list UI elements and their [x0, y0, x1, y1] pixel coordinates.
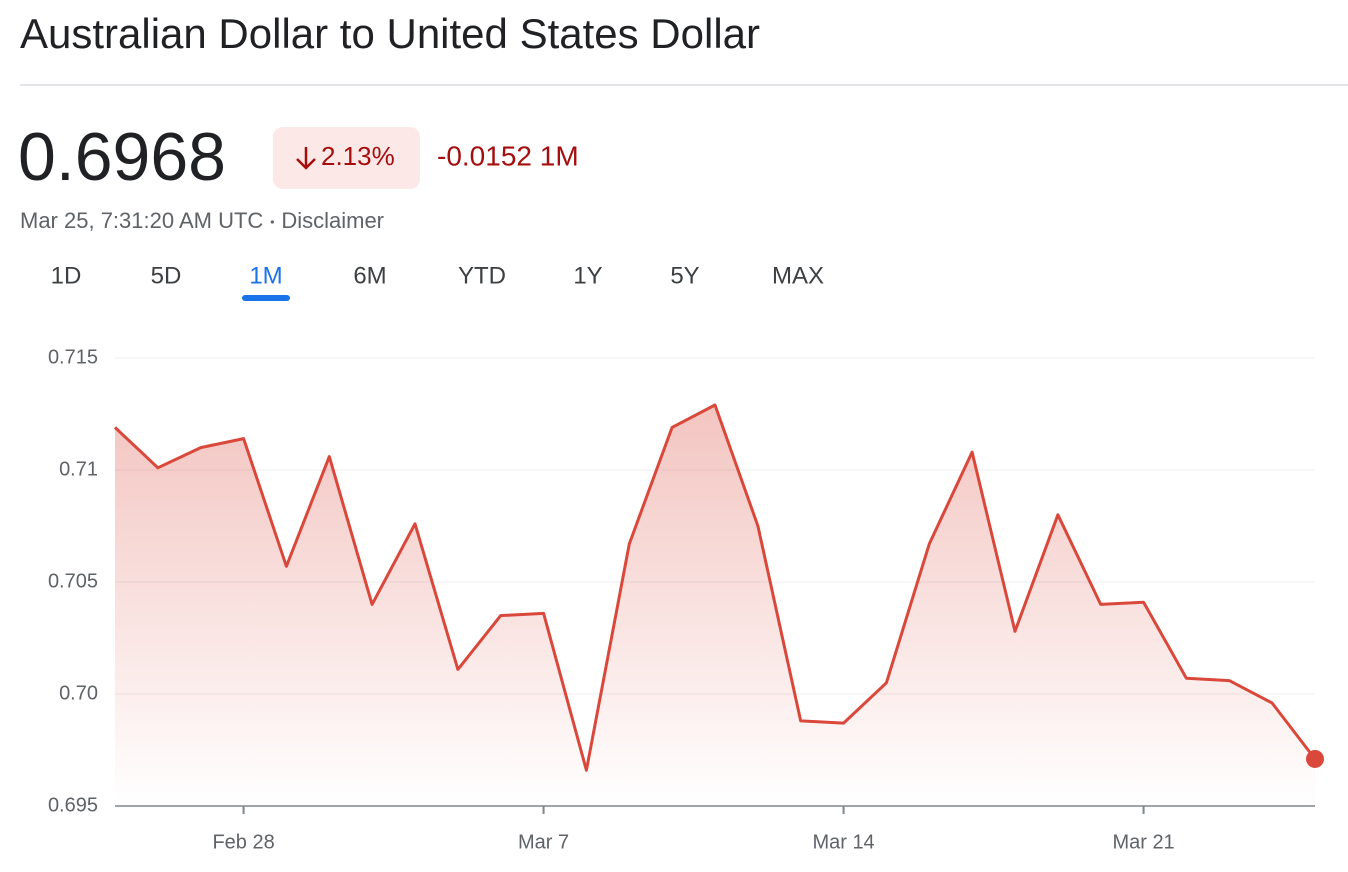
- y-tick-label: 0.70: [59, 682, 98, 704]
- range-tabs: 1D 5D 1M 6M YTD 1Y 5Y MAX: [51, 262, 824, 301]
- page-title: Australian Dollar to United States Dolla…: [20, 10, 760, 57]
- x-tick-label: Mar 14: [812, 831, 874, 853]
- change-amount: -0.0152 1M: [437, 140, 579, 171]
- y-tick-label: 0.71: [59, 458, 98, 480]
- range-tab[interactable]: 1Y: [573, 262, 602, 289]
- change-badge: [273, 127, 420, 189]
- range-tab[interactable]: YTD: [458, 262, 506, 289]
- range-tab[interactable]: 6M: [353, 262, 386, 289]
- range-tab[interactable]: 1D: [51, 262, 82, 289]
- x-tick-label: Mar 21: [1112, 831, 1174, 853]
- range-tab[interactable]: 1M: [249, 262, 282, 289]
- down-arrow-icon: [296, 147, 316, 170]
- timestamp: Mar 25, 7:31:20 AM UTC: [20, 208, 263, 233]
- range-tab[interactable]: 5Y: [670, 262, 699, 289]
- separator-dot: [270, 220, 274, 224]
- price: 0.6968: [18, 119, 226, 195]
- y-tick-label: 0.695: [48, 794, 98, 816]
- last-point: [1306, 749, 1324, 768]
- y-tick-label: 0.715: [48, 346, 98, 368]
- x-tick-label: Feb 28: [212, 831, 274, 853]
- change-percent: 2.13%: [321, 141, 395, 171]
- chart: 0.695 0.70 0.705 0.71 0.715 Feb 28 Mar 7 Mar 14…: [48, 346, 1324, 853]
- y-tick-label: 0.705: [48, 570, 98, 592]
- x-tick-label: Mar 7: [518, 831, 569, 853]
- tab-underline: [242, 295, 290, 301]
- range-tab[interactable]: 5D: [151, 262, 182, 289]
- disclaimer-link[interactable]: Disclaimer: [281, 208, 384, 233]
- price-line: [113, 403, 1317, 772]
- area-fill: [115, 405, 1315, 806]
- range-tab[interactable]: MAX: [772, 262, 824, 289]
